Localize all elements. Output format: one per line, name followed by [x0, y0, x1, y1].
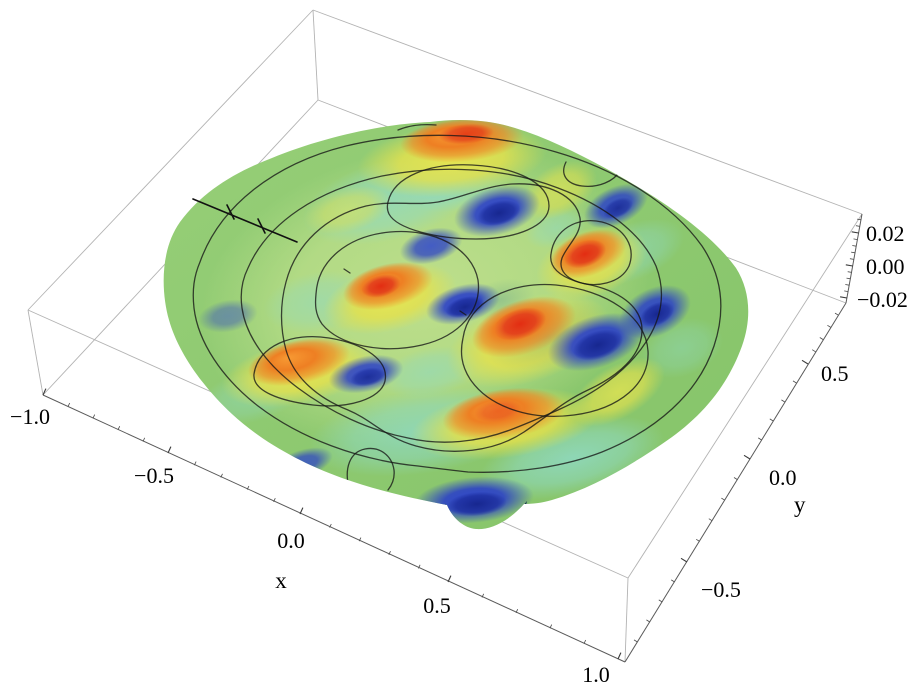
- x-tick-label-4: 1.0: [582, 662, 610, 687]
- contour-rim-crest-segment: [397, 124, 437, 131]
- orange-peak: [247, 337, 351, 387]
- contour-loop-center-right: [460, 283, 649, 417]
- crease-tick: [226, 204, 235, 220]
- crease-marker: [192, 198, 298, 243]
- yellow-ridge: [304, 185, 392, 235]
- crease-tick: [257, 218, 266, 234]
- box-edge-top-front-right: [627, 213, 863, 579]
- box-edge-left-vertical: [27, 309, 44, 396]
- box-edge-front-vertical: [624, 577, 629, 663]
- red-core: [438, 123, 494, 145]
- z-axis-minor-ticks: [844, 218, 862, 292]
- surface-navy-valley-cores: [350, 197, 674, 517]
- x-axis: [42, 388, 626, 663]
- contour-line-second-ring: [240, 168, 663, 443]
- red-core: [361, 274, 401, 298]
- contour-loop-top: [386, 164, 550, 240]
- red-core: [493, 307, 547, 341]
- axes-box-front-edges: [624, 213, 863, 663]
- contour-line-wavy-inner-ring: [280, 183, 643, 452]
- y-axis-title: y: [794, 492, 806, 517]
- navy-core: [603, 197, 633, 219]
- contour-line-outer-ring: [192, 134, 722, 473]
- box-edge-top-back-right: [312, 9, 863, 215]
- x-axis-major-ticks: [42, 388, 622, 660]
- y-axis-major-ticks: [680, 359, 809, 563]
- x-tick: [42, 388, 47, 396]
- axis-labels: −1.0 −0.5 0.0 0.5 1.0 x −0.5 0.0 0.5 y 0…: [10, 221, 908, 687]
- y-tick-label-0: −0.5: [701, 577, 741, 602]
- surface-disk: [163, 120, 749, 530]
- navy-core: [640, 301, 674, 327]
- red-core: [474, 399, 522, 423]
- y-tick: [743, 454, 751, 460]
- surface-contours: [192, 124, 722, 491]
- z-tick: [840, 296, 848, 299]
- x-tick: [447, 575, 452, 583]
- yellow-ridge: [523, 160, 597, 220]
- z-tick-label-2: −0.02: [857, 287, 908, 312]
- contour-rim-loop-bottom: [346, 447, 395, 491]
- x-tick-label-2: 0.0: [277, 528, 305, 553]
- y-tick: [801, 359, 809, 365]
- contour-loop-left-center: [314, 230, 480, 350]
- z-tick-label-0: 0.02: [866, 221, 905, 246]
- contour-loop-upper-right: [550, 220, 632, 286]
- yellow-ridge: [571, 357, 665, 427]
- y-axis: [624, 302, 847, 663]
- contour-loop-lower-left: [253, 336, 387, 407]
- box-edge-top-back-left: [27, 9, 314, 311]
- z-tick: [851, 231, 859, 234]
- box-edge-back-vertical: [312, 9, 319, 101]
- y-tick: [680, 557, 688, 563]
- blue-valley: [198, 299, 258, 333]
- x-axis-title: x: [275, 568, 287, 593]
- navy-core: [572, 329, 624, 361]
- z-tick-label-1: 0.00: [866, 254, 905, 279]
- red-core: [563, 239, 607, 269]
- x-tick-label-3: 0.5: [423, 593, 451, 618]
- y-tick-label-2: 0.5: [821, 361, 849, 386]
- y-axis-minor-ticks: [633, 312, 839, 643]
- contour-rim-loop-top-right: [563, 161, 621, 187]
- x-tick: [617, 652, 622, 660]
- z-axis-line: [845, 213, 863, 304]
- z-tick: [845, 264, 853, 267]
- x-tick-label-1: −0.5: [134, 463, 174, 488]
- contour-arrow-tick: [459, 310, 467, 316]
- surface-red-peak-cores: [361, 123, 607, 423]
- x-tick: [299, 507, 304, 515]
- contour-arrow-tick: [343, 268, 351, 274]
- x-axis-line: [42, 394, 626, 663]
- x-tick: [167, 446, 172, 454]
- navy-core: [350, 367, 386, 387]
- z-axis-major-ticks: [840, 231, 859, 299]
- z-axis: [840, 213, 863, 304]
- navy-core: [447, 491, 507, 517]
- crease-line: [192, 198, 298, 243]
- x-axis-minor-ticks: [67, 402, 587, 644]
- x-tick-label-0: −1.0: [10, 404, 50, 429]
- y-tick-label-1: 0.0: [769, 465, 797, 490]
- navy-core: [477, 200, 521, 226]
